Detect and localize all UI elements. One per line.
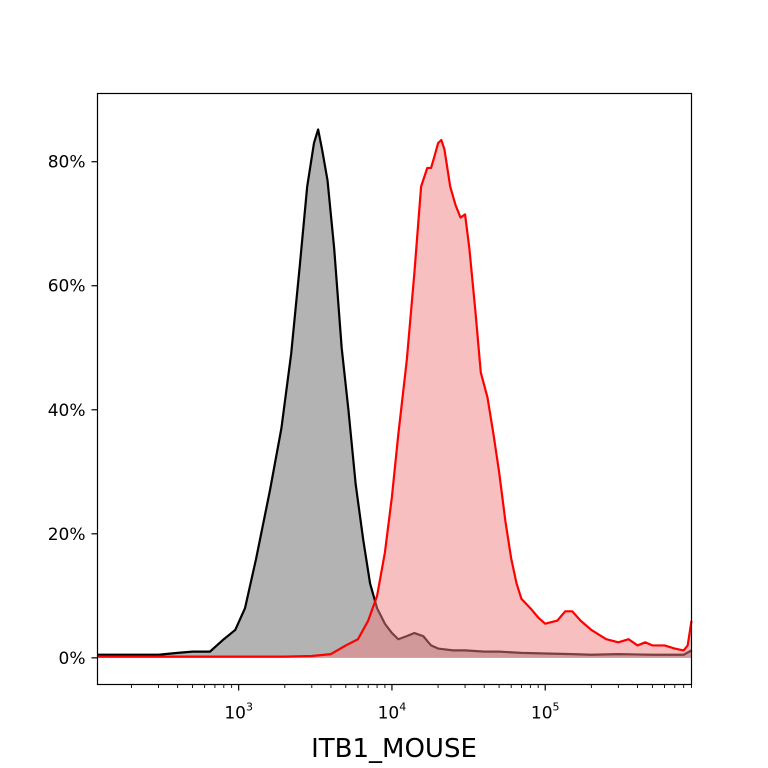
plot-frame bbox=[96, 92, 693, 686]
y-tick-label: 20% bbox=[48, 525, 86, 545]
series-2-area bbox=[97, 140, 692, 658]
x-tick-label: 104 bbox=[378, 701, 407, 724]
y-tick-label: 0% bbox=[59, 649, 86, 669]
y-axis: 0% 20% 40% 60% 80% bbox=[48, 153, 98, 669]
x-axis: 103 104 105 bbox=[131, 684, 692, 724]
x-axis-title: ITB1_MOUSE bbox=[311, 734, 477, 764]
series-2-line bbox=[97, 138, 693, 658]
series-layer bbox=[97, 128, 693, 658]
x-tick-label: 105 bbox=[531, 701, 560, 724]
y-tick-label: 80% bbox=[48, 153, 86, 173]
x-tick-label: 103 bbox=[224, 701, 253, 724]
y-tick-label: 40% bbox=[48, 401, 86, 421]
y-tick-label: 60% bbox=[48, 277, 86, 297]
